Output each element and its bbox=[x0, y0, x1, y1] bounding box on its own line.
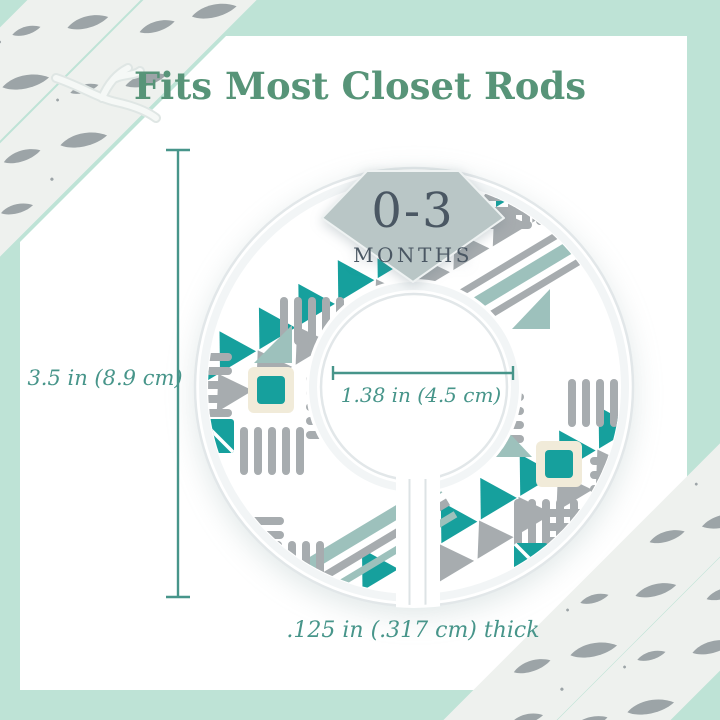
divider-ring bbox=[193, 166, 635, 608]
aztec-motif-left bbox=[208, 297, 354, 475]
aztec-motif-right bbox=[476, 289, 621, 547]
closet-rod-slot bbox=[396, 475, 440, 608]
size-badge: 0-3 MONTHS bbox=[321, 170, 505, 283]
birch-strips-top-left bbox=[0, 0, 300, 300]
inner-diameter-label: 1.38 in (4.5 cm) bbox=[340, 383, 502, 407]
page-title: Fits Most Closet Rods bbox=[133, 64, 587, 108]
height-dimension-line bbox=[166, 148, 190, 599]
badge-size-range: 0-3 bbox=[371, 183, 454, 239]
inner-diameter-line bbox=[331, 366, 515, 380]
height-dimension-label: 3.5 in (8.9 cm) bbox=[27, 366, 183, 390]
thickness-label: .125 in (.317 cm) thick bbox=[286, 618, 540, 643]
badge-months-label: MONTHS bbox=[353, 243, 473, 267]
birch-strips-bottom-right bbox=[420, 420, 720, 720]
branch-icon bbox=[51, 63, 161, 123]
